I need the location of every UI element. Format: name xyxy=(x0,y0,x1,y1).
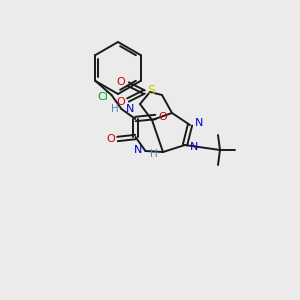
Text: O: O xyxy=(117,77,125,87)
Text: N: N xyxy=(134,145,142,155)
Text: O: O xyxy=(117,97,125,107)
Text: H: H xyxy=(151,149,158,159)
Text: N: N xyxy=(125,104,134,114)
Text: N: N xyxy=(190,142,198,152)
Text: N: N xyxy=(195,118,203,128)
Text: O: O xyxy=(106,134,115,144)
Text: O: O xyxy=(158,112,167,122)
Text: H: H xyxy=(111,104,119,114)
Text: Cl: Cl xyxy=(97,92,108,102)
Text: S: S xyxy=(147,85,155,98)
